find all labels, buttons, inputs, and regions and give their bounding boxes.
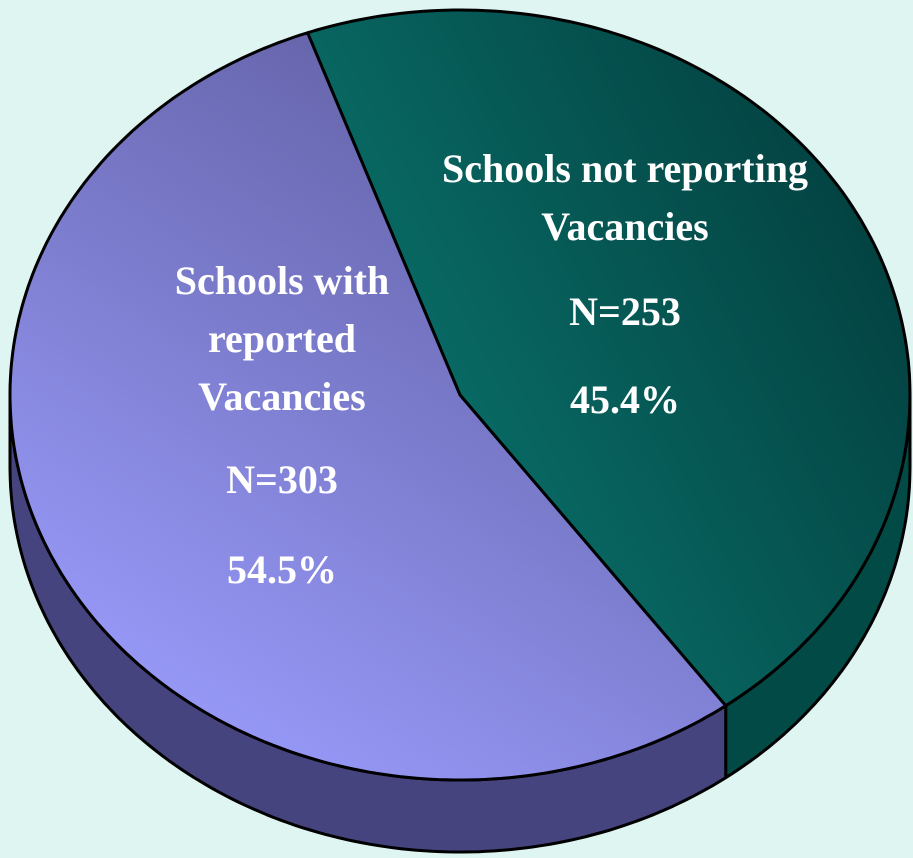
slice <box>306 8 912 708</box>
value-label: 54.5% <box>227 547 337 592</box>
slice-label: Schools not reporting Vacancies <box>442 146 808 249</box>
count-label: N=303 <box>226 457 338 502</box>
slice <box>8 31 728 782</box>
slice-label: Schools with reported Vacancies <box>174 258 390 419</box>
value-label: 45.4% <box>570 377 680 422</box>
count-label: N=253 <box>569 289 681 334</box>
